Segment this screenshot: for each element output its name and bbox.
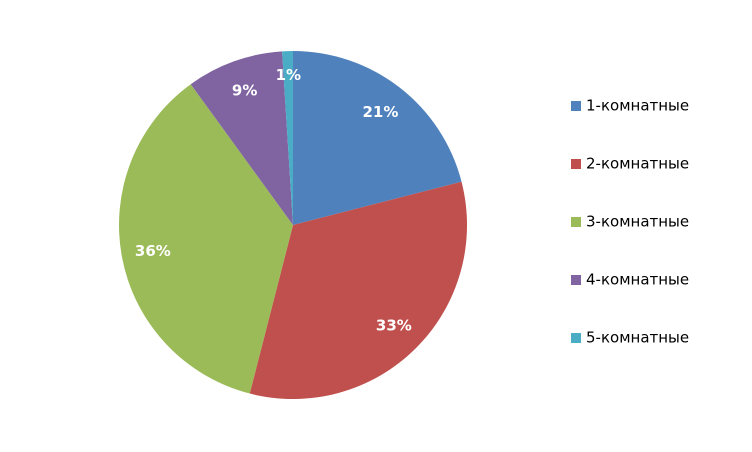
legend-label: 4-комнатные bbox=[586, 271, 689, 289]
legend-label: 5-комнатные bbox=[586, 329, 689, 347]
pie-slice bbox=[119, 84, 293, 394]
data-label: 9% bbox=[232, 81, 257, 99]
legend-marker bbox=[571, 159, 581, 169]
data-label: 21% bbox=[362, 103, 398, 121]
pie-slice bbox=[190, 51, 293, 225]
pie-slice bbox=[293, 51, 462, 225]
legend-marker bbox=[571, 275, 581, 285]
data-label: 33% bbox=[376, 316, 412, 334]
legend-marker bbox=[571, 101, 581, 111]
pie-slice bbox=[249, 181, 468, 399]
data-label: 36% bbox=[135, 242, 171, 260]
legend-marker bbox=[571, 217, 581, 227]
pie-slice bbox=[282, 51, 293, 225]
legend-label: 3-комнатные bbox=[586, 213, 689, 231]
legend-label: 1-комнатные bbox=[586, 97, 689, 115]
legend-label: 2-комнатные bbox=[586, 155, 689, 173]
data-label: 1% bbox=[276, 66, 301, 84]
legend-marker bbox=[571, 333, 581, 343]
